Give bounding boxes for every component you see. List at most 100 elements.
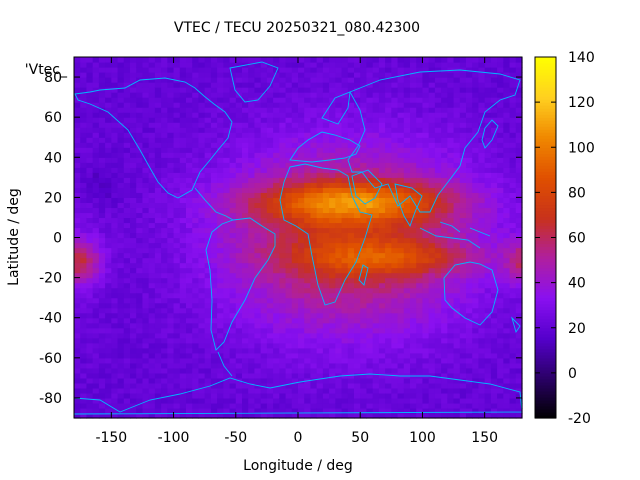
heatmap-cell (310, 97, 318, 103)
heatmap-cell (192, 137, 200, 143)
heatmap-cell (105, 197, 112, 203)
heatmap-cell (279, 262, 287, 269)
heatmap-cell (378, 162, 386, 168)
heatmap-cell (210, 202, 218, 209)
heatmap-cell (428, 307, 436, 314)
heatmap-cell (316, 132, 324, 138)
heatmap-cell (136, 242, 144, 249)
heatmap-cell (385, 232, 392, 239)
heatmap-cell (80, 292, 88, 299)
heatmap-cell (478, 362, 486, 369)
heatmap-cell (204, 132, 212, 138)
heatmap-cell (229, 412, 237, 419)
heatmap-cell (397, 62, 405, 68)
heatmap-cell (273, 102, 280, 108)
heatmap-cell (179, 297, 187, 304)
heatmap-cell (366, 217, 374, 224)
heatmap-cell (186, 342, 193, 349)
heatmap-cell (248, 307, 256, 314)
heatmap-cell (254, 357, 262, 364)
heatmap-cell (80, 247, 88, 254)
heatmap-cell (217, 187, 224, 193)
heatmap-cell (304, 162, 312, 168)
heatmap-cell (434, 402, 442, 409)
heatmap-cell (266, 257, 274, 264)
heatmap-cell (459, 257, 467, 264)
heatmap-cell (385, 202, 392, 209)
heatmap-cell (466, 227, 473, 234)
heatmap-cell (105, 342, 112, 349)
heatmap-cell (360, 202, 368, 209)
heatmap-cell (105, 87, 112, 93)
heatmap-cell (472, 412, 480, 419)
heatmap-cell (223, 222, 231, 229)
heatmap-cell (490, 327, 498, 334)
heatmap-cell (329, 122, 336, 128)
heatmap-cell (217, 357, 224, 364)
heatmap-cell (167, 292, 175, 299)
heatmap-cell (372, 57, 380, 63)
heatmap-cell (142, 232, 150, 239)
heatmap-cell (111, 62, 119, 68)
heatmap-cell (416, 392, 424, 399)
heatmap-cell (167, 112, 175, 118)
heatmap-cell (254, 322, 262, 329)
heatmap-cell (210, 67, 218, 73)
heatmap-cell (385, 282, 392, 289)
heatmap-cell (335, 282, 343, 289)
heatmap-cell (279, 362, 287, 369)
heatmap-cell (74, 217, 81, 224)
heatmap-cell (378, 237, 386, 244)
heatmap-cell (310, 72, 318, 78)
heatmap-cell (422, 257, 430, 264)
heatmap-cell (310, 317, 318, 324)
heatmap-cell (260, 372, 268, 379)
heatmap-cell (298, 132, 305, 138)
heatmap-cell (92, 97, 100, 103)
heatmap-cell (86, 262, 94, 269)
heatmap-cell (453, 107, 461, 113)
heatmap-cell (123, 392, 131, 399)
heatmap-cell (329, 227, 336, 234)
heatmap-cell (403, 322, 411, 329)
heatmap-cell (179, 272, 187, 279)
heatmap-cell (397, 237, 405, 244)
heatmap-cell (322, 142, 330, 148)
heatmap-cell (273, 192, 280, 198)
heatmap-cell (148, 322, 156, 329)
heatmap-cell (179, 267, 187, 274)
heatmap-cell (130, 302, 137, 309)
heatmap-cell (335, 362, 343, 369)
heatmap-cell (242, 202, 249, 209)
heatmap-cell (235, 247, 243, 254)
heatmap-cell (416, 87, 424, 93)
heatmap-cell (416, 287, 424, 294)
heatmap-cell (310, 302, 318, 309)
heatmap-cell (123, 297, 131, 304)
heatmap-cell (329, 297, 336, 304)
heatmap-cell (385, 107, 392, 113)
heatmap-cell (347, 212, 355, 219)
heatmap-cell (391, 327, 399, 334)
heatmap-cell (266, 382, 274, 389)
heatmap-cell (105, 107, 112, 113)
heatmap-cell (229, 322, 237, 329)
heatmap-cell (105, 207, 112, 214)
heatmap-cell (410, 122, 417, 128)
heatmap-cell (459, 172, 467, 178)
heatmap-cell (366, 157, 374, 163)
heatmap-cell (154, 352, 162, 359)
heatmap-cell (254, 67, 262, 73)
heatmap-cell (298, 127, 305, 133)
heatmap-cell (434, 217, 442, 224)
heatmap-cell (490, 272, 498, 279)
heatmap-cell (310, 397, 318, 404)
heatmap-cell (142, 377, 150, 384)
heatmap-cell (484, 367, 492, 374)
heatmap-cell (285, 217, 293, 224)
heatmap-cell (478, 62, 486, 68)
heatmap-cell (173, 297, 181, 304)
heatmap-cell (441, 162, 448, 168)
heatmap-cell (229, 182, 237, 188)
heatmap-cell (466, 307, 473, 314)
